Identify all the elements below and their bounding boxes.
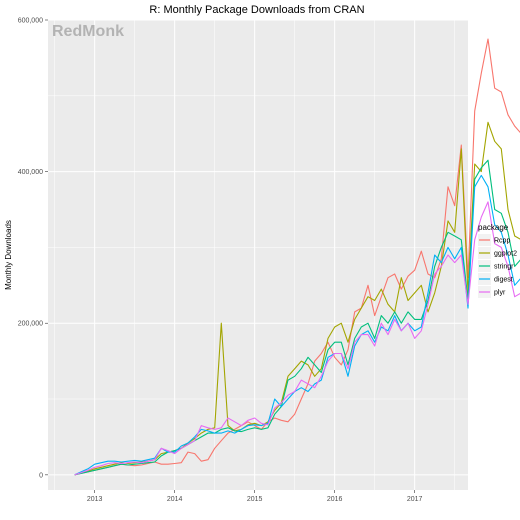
axes: 0 200,000 400,000 600,000 2013 2014 2015 2016 20… (18, 18, 423, 504)
x-tick-label: 2015 (247, 496, 263, 503)
y-tick-label: 200,000 (18, 321, 43, 328)
y-tick-label: 600,000 (18, 18, 43, 25)
x-tick-label: 2017 (407, 496, 423, 503)
legend-label: digest (494, 277, 513, 284)
plot-panel (48, 20, 468, 490)
grid-lines (48, 19, 468, 490)
chart-title: R: Monthly Package Downloads from CRAN (149, 4, 364, 16)
series-line-digest (74, 174, 520, 476)
legend-title: package (478, 223, 509, 232)
legend-label: Rcpp (494, 238, 510, 245)
x-tick-label: 2014 (167, 496, 183, 503)
legend-label: stringr (494, 264, 514, 271)
y-axis-label: Monthly Downloads (4, 220, 13, 290)
x-tick-label: 2013 (87, 496, 103, 503)
series-lines (74, 38, 520, 476)
y-tick-label: 0 (39, 472, 43, 479)
series-line-plyr (74, 201, 520, 476)
watermark: RedMonk (52, 23, 124, 40)
series-line-stringr (74, 159, 520, 476)
legend-label: ggplot2 (494, 251, 517, 258)
y-tick-label: 400,000 (18, 169, 43, 176)
x-tick-label: 2016 (327, 496, 343, 503)
legend-label: plyr (494, 290, 506, 297)
legend: package Rcpp ggplot2 stringr digest plyr (478, 223, 517, 298)
